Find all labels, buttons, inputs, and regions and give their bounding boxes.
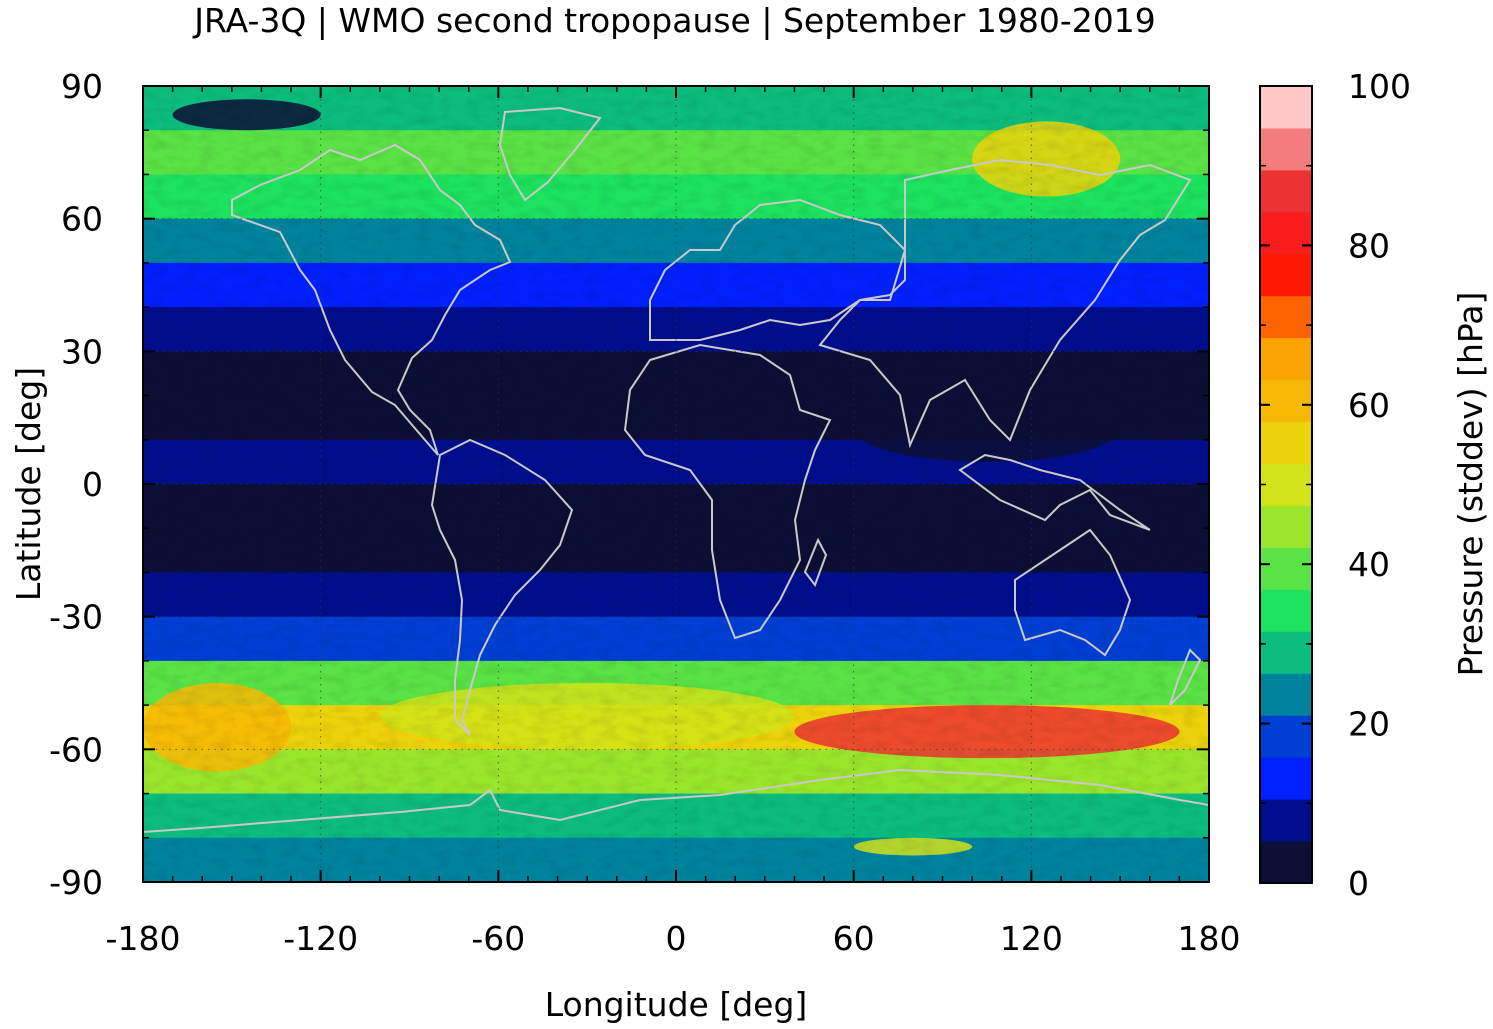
colorbar-segment (1260, 211, 1312, 255)
y-tick-label: 60 (61, 200, 103, 239)
colorbar-segment (1260, 86, 1312, 129)
coastline-greenland (498, 106, 602, 202)
x-tick-label: -120 (283, 919, 358, 958)
x-axis-ticks: -180 -120 -60 0 60 120 180 (106, 86, 1241, 958)
chart-title: JRA-3Q | WMO second tropopause | Septemb… (192, 1, 1155, 40)
coastline-australia (1014, 528, 1132, 657)
colorbar-tick-label: 40 (1348, 545, 1390, 584)
coastline-north-america (231, 143, 512, 456)
coastline-africa (623, 343, 832, 640)
colorbar-segment (1260, 673, 1312, 716)
coastline-antarctica (143, 768, 1209, 833)
coastline-indonesia (958, 453, 1151, 531)
y-tick-label: 0 (82, 465, 103, 504)
colorbar-tick-label: 60 (1348, 386, 1390, 425)
colorbar-segment (1260, 799, 1312, 842)
coastline-europe (649, 198, 906, 341)
y-tick-label: -90 (49, 863, 103, 902)
colorbar-segment (1260, 589, 1312, 632)
colorbar-tick-label: 100 (1348, 67, 1411, 106)
colorbar-segment (1260, 715, 1312, 758)
colorbar-segment (1260, 169, 1312, 213)
y-tick-label: 30 (61, 332, 103, 371)
colorbar-segment (1260, 127, 1312, 171)
colorbar (1260, 86, 1312, 884)
x-tick-label: 0 (666, 919, 687, 958)
coastline-new-zealand (1169, 648, 1202, 706)
coastline-asia (818, 158, 1192, 449)
colorbar-ticks: 100 80 60 40 20 0 (1260, 67, 1411, 903)
x-tick-label: -60 (471, 919, 525, 958)
y-axis-ticks: 90 60 30 0 -30 -60 -90 (49, 67, 1209, 902)
y-tick-label: -60 (49, 730, 103, 769)
x-axis-label: Longitude [deg] (545, 985, 808, 1024)
colorbar-segment (1260, 757, 1312, 800)
colorbar-segment (1260, 505, 1312, 548)
x-tick-label: 60 (833, 919, 875, 958)
colorbar-tick-label: 0 (1348, 864, 1369, 903)
colorbar-tick-label: 80 (1348, 226, 1390, 265)
colorbar-segment (1260, 379, 1312, 423)
y-axis-label: Latitude [deg] (9, 367, 48, 601)
coastlines (143, 106, 1209, 833)
y-tick-label: 90 (61, 67, 103, 106)
x-tick-label: -180 (106, 919, 181, 958)
y-tick-label: -30 (49, 598, 103, 637)
colorbar-segment (1260, 421, 1312, 465)
colorbar-segment (1260, 631, 1312, 674)
coastline-south-america (430, 438, 574, 736)
colorbar-segment (1260, 337, 1312, 381)
heatmap-field (143, 86, 1209, 882)
x-tick-label: 180 (1178, 919, 1241, 958)
x-tick-label: 120 (1000, 919, 1063, 958)
colorbar-segment (1260, 547, 1312, 590)
colorbar-segment (1260, 463, 1312, 506)
colorbar-tick-label: 20 (1348, 705, 1390, 744)
colorbar-label: Pressure (stddev) [hPa] (1451, 292, 1490, 677)
colorbar-segment (1260, 295, 1312, 339)
coastline-madagascar (803, 537, 828, 588)
graticule (143, 86, 1209, 882)
colorbar-segment (1260, 841, 1312, 884)
colorbar-segment (1260, 253, 1312, 297)
